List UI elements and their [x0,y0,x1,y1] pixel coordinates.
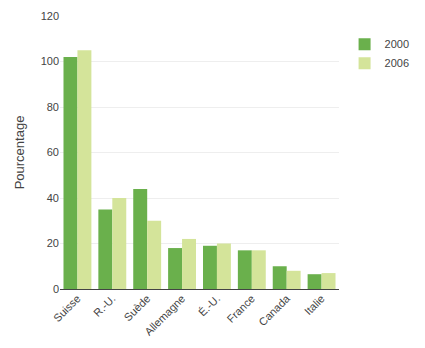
svg-text:Italie: Italie [302,292,327,317]
svg-text:20: 20 [47,237,59,249]
svg-text:Allemagne: Allemagne [142,292,187,337]
svg-text:120: 120 [41,10,59,22]
svg-text:É.-U.: É.-U. [196,292,222,318]
svg-text:2000: 2000 [385,38,409,50]
svg-text:60: 60 [47,146,59,158]
svg-text:80: 80 [47,101,59,113]
svg-text:R.-U.: R.-U. [91,292,118,319]
svg-text:2006: 2006 [385,57,409,69]
svg-text:Suisse: Suisse [51,292,83,324]
svg-text:0: 0 [53,283,59,295]
svg-text:Canada: Canada [256,292,292,328]
svg-text:Suède: Suède [122,292,153,323]
svg-text:100: 100 [41,55,59,67]
svg-text:Pourcentage: Pourcentage [12,116,27,190]
svg-text:40: 40 [47,192,59,204]
svg-text:France: France [224,292,257,325]
